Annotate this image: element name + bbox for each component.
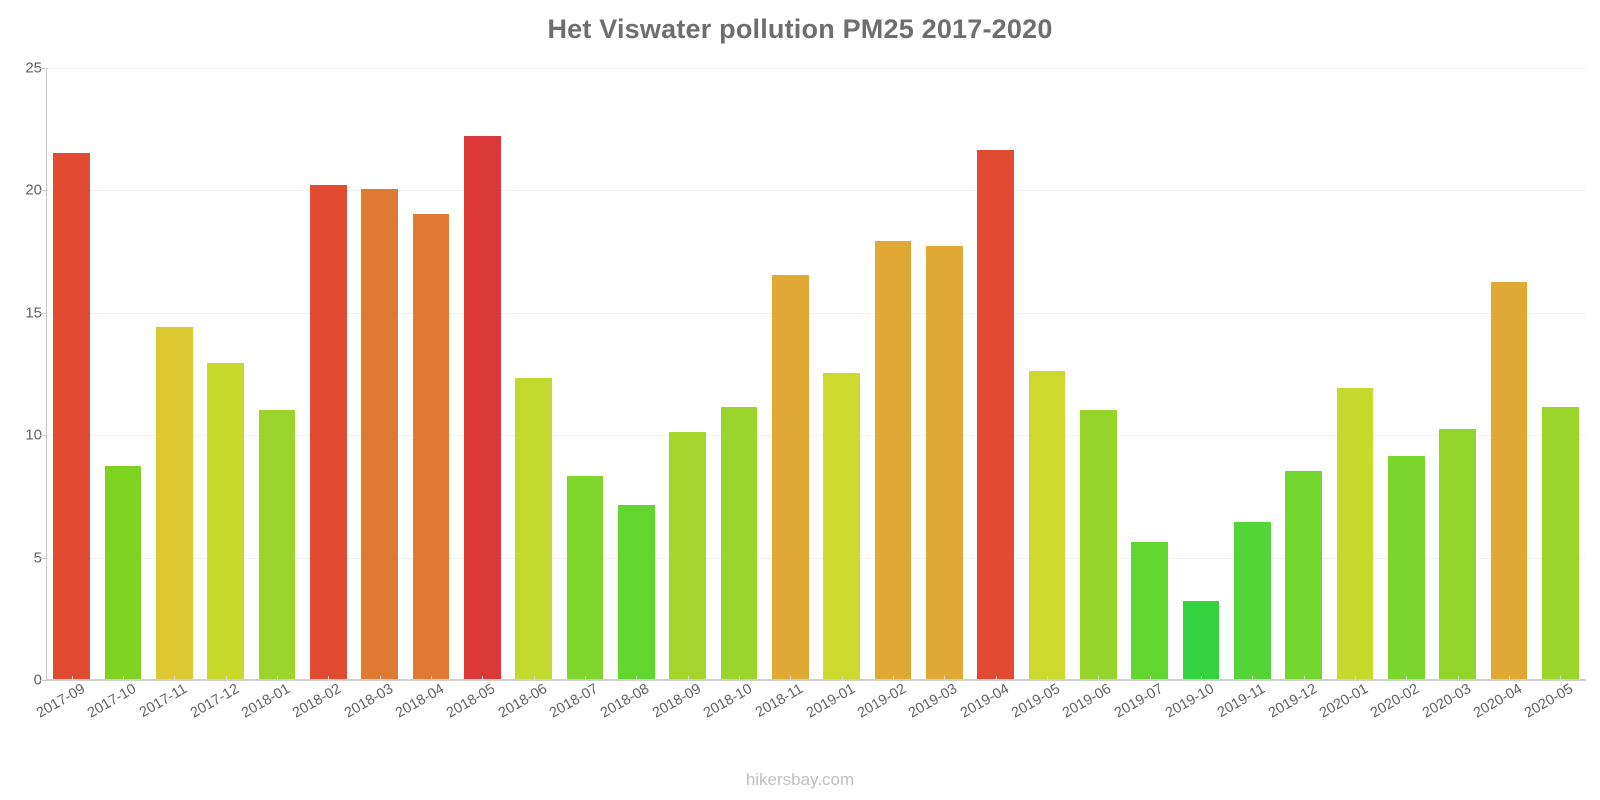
page-title: Het Viswater pollution PM25 2017-2020 bbox=[547, 14, 1053, 44]
y-axis-line bbox=[46, 68, 47, 680]
x-tick-mark bbox=[1047, 676, 1048, 681]
bar[interactable] bbox=[1182, 600, 1220, 679]
x-tick-mark bbox=[1149, 676, 1151, 681]
gridline bbox=[46, 557, 1586, 559]
x-tick-mark bbox=[328, 676, 330, 681]
x-tick-mark bbox=[1252, 676, 1254, 681]
bar[interactable] bbox=[720, 407, 758, 679]
y-tick-label: 20 bbox=[25, 181, 42, 199]
y-tick-mark bbox=[40, 190, 46, 192]
x-tick-mark bbox=[1098, 676, 1100, 681]
x-tick-mark bbox=[1201, 676, 1202, 681]
x-tick-mark bbox=[636, 676, 638, 681]
bar[interactable] bbox=[412, 213, 450, 679]
x-tick-mark bbox=[1509, 676, 1510, 681]
gridline bbox=[46, 68, 1586, 69]
bar[interactable] bbox=[1336, 387, 1374, 679]
x-tick-mark bbox=[841, 676, 843, 681]
x-tick-mark bbox=[944, 676, 946, 681]
x-tick-mark bbox=[277, 676, 278, 681]
y-axis-labels: 0 5 10 15 20 25 bbox=[0, 60, 42, 689]
gridline bbox=[46, 435, 1586, 437]
bar[interactable] bbox=[669, 431, 707, 679]
x-tick-mark bbox=[1406, 676, 1408, 681]
x-axis-labels: 2017-09 2017-10 2017-11 2017-12 2018-01 2018-… bbox=[34, 676, 1586, 751]
x-tick-mark bbox=[790, 676, 792, 681]
x-tick-mark bbox=[482, 676, 484, 681]
bar[interactable] bbox=[1285, 470, 1323, 679]
bar[interactable] bbox=[771, 275, 809, 679]
bar[interactable] bbox=[1079, 409, 1117, 679]
y-tick-label: 25 bbox=[25, 59, 42, 77]
bar[interactable] bbox=[258, 409, 296, 679]
gridline bbox=[46, 312, 1586, 314]
x-tick-mark bbox=[995, 676, 997, 681]
x-tick-mark bbox=[174, 676, 176, 681]
y-tick-mark bbox=[40, 435, 46, 437]
y-tick-label: 0 bbox=[33, 671, 42, 689]
x-tick-mark bbox=[71, 676, 73, 681]
bar[interactable] bbox=[1387, 456, 1425, 679]
bar[interactable] bbox=[823, 373, 861, 679]
bar[interactable] bbox=[925, 245, 963, 679]
y-tick-label: 5 bbox=[33, 549, 42, 567]
x-tick-mark bbox=[431, 676, 432, 681]
x-tick-mark bbox=[533, 676, 535, 681]
bar[interactable] bbox=[1131, 541, 1169, 679]
bar[interactable] bbox=[104, 466, 142, 679]
x-tick-mark bbox=[893, 676, 894, 681]
bar[interactable] bbox=[53, 152, 91, 679]
y-tick-mark bbox=[40, 312, 46, 314]
bar[interactable] bbox=[207, 363, 245, 679]
bar[interactable] bbox=[1541, 407, 1579, 679]
bar[interactable] bbox=[617, 505, 655, 679]
y-tick-label: 15 bbox=[25, 304, 42, 322]
y-tick-mark bbox=[40, 68, 46, 69]
plot-area bbox=[40, 68, 1586, 681]
gridline bbox=[46, 190, 1586, 192]
bar[interactable] bbox=[977, 150, 1015, 679]
bar[interactable] bbox=[515, 377, 553, 679]
x-tick-mark bbox=[1457, 676, 1459, 681]
y-tick-label: 10 bbox=[25, 426, 42, 444]
x-tick-mark bbox=[1303, 676, 1305, 681]
x-tick-mark bbox=[585, 676, 586, 681]
x-tick-mark bbox=[379, 676, 381, 681]
x-tick-mark bbox=[687, 676, 689, 681]
bar[interactable] bbox=[1028, 370, 1066, 679]
bar[interactable] bbox=[309, 184, 347, 679]
bar[interactable] bbox=[1233, 522, 1271, 679]
y-tick-mark bbox=[40, 557, 46, 559]
bar[interactable] bbox=[463, 135, 501, 679]
x-tick-mark bbox=[1560, 676, 1562, 681]
bar[interactable] bbox=[1439, 429, 1477, 679]
x-tick-mark bbox=[739, 676, 740, 681]
bar[interactable] bbox=[1490, 282, 1528, 679]
bar[interactable] bbox=[155, 326, 193, 679]
y-tick-mark bbox=[40, 680, 46, 681]
bar[interactable] bbox=[361, 189, 399, 679]
bar[interactable] bbox=[874, 240, 912, 679]
x-tick-mark bbox=[123, 676, 124, 681]
x-tick-mark bbox=[225, 676, 227, 681]
x-tick-mark bbox=[1355, 676, 1356, 681]
bar[interactable] bbox=[566, 475, 604, 679]
footer-credit: hikersbay.com bbox=[745, 770, 855, 789]
x-axis-line bbox=[46, 679, 1586, 681]
bar-series bbox=[46, 68, 1586, 680]
